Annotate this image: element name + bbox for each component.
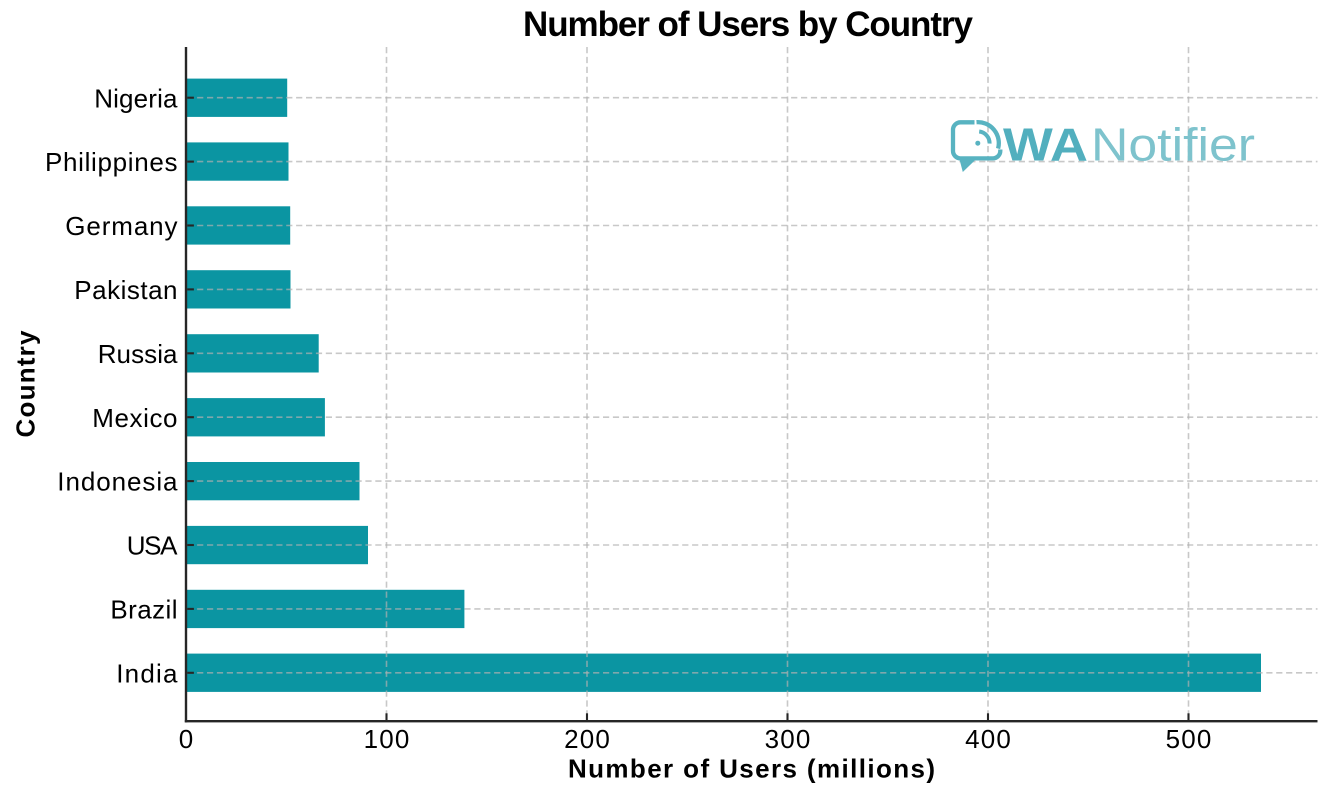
- svg-text:Nigeria: Nigeria: [94, 83, 178, 113]
- svg-text:Pakistan: Pakistan: [74, 275, 177, 305]
- svg-text:Indonesia: Indonesia: [57, 467, 178, 497]
- svg-text:Notifier: Notifier: [1091, 119, 1255, 171]
- svg-text:Country: Country: [11, 330, 41, 438]
- svg-text:500: 500: [1166, 724, 1212, 754]
- svg-text:100: 100: [364, 724, 410, 754]
- svg-text:WA: WA: [1003, 119, 1088, 171]
- svg-text:0: 0: [179, 724, 193, 754]
- svg-text:Russia: Russia: [98, 339, 178, 369]
- svg-text:India: India: [116, 658, 178, 688]
- svg-text:Philippines: Philippines: [45, 147, 178, 177]
- svg-text:200: 200: [564, 724, 610, 754]
- svg-text:Germany: Germany: [65, 211, 177, 241]
- svg-text:USA: USA: [127, 531, 178, 561]
- svg-text:400: 400: [965, 724, 1011, 754]
- svg-text:Mexico: Mexico: [92, 403, 177, 433]
- svg-text:Number of Users (millions): Number of Users (millions): [568, 754, 935, 784]
- svg-text:Number of Users by Country: Number of Users by Country: [523, 5, 974, 44]
- svg-text:Brazil: Brazil: [110, 595, 177, 625]
- svg-text:300: 300: [765, 724, 811, 754]
